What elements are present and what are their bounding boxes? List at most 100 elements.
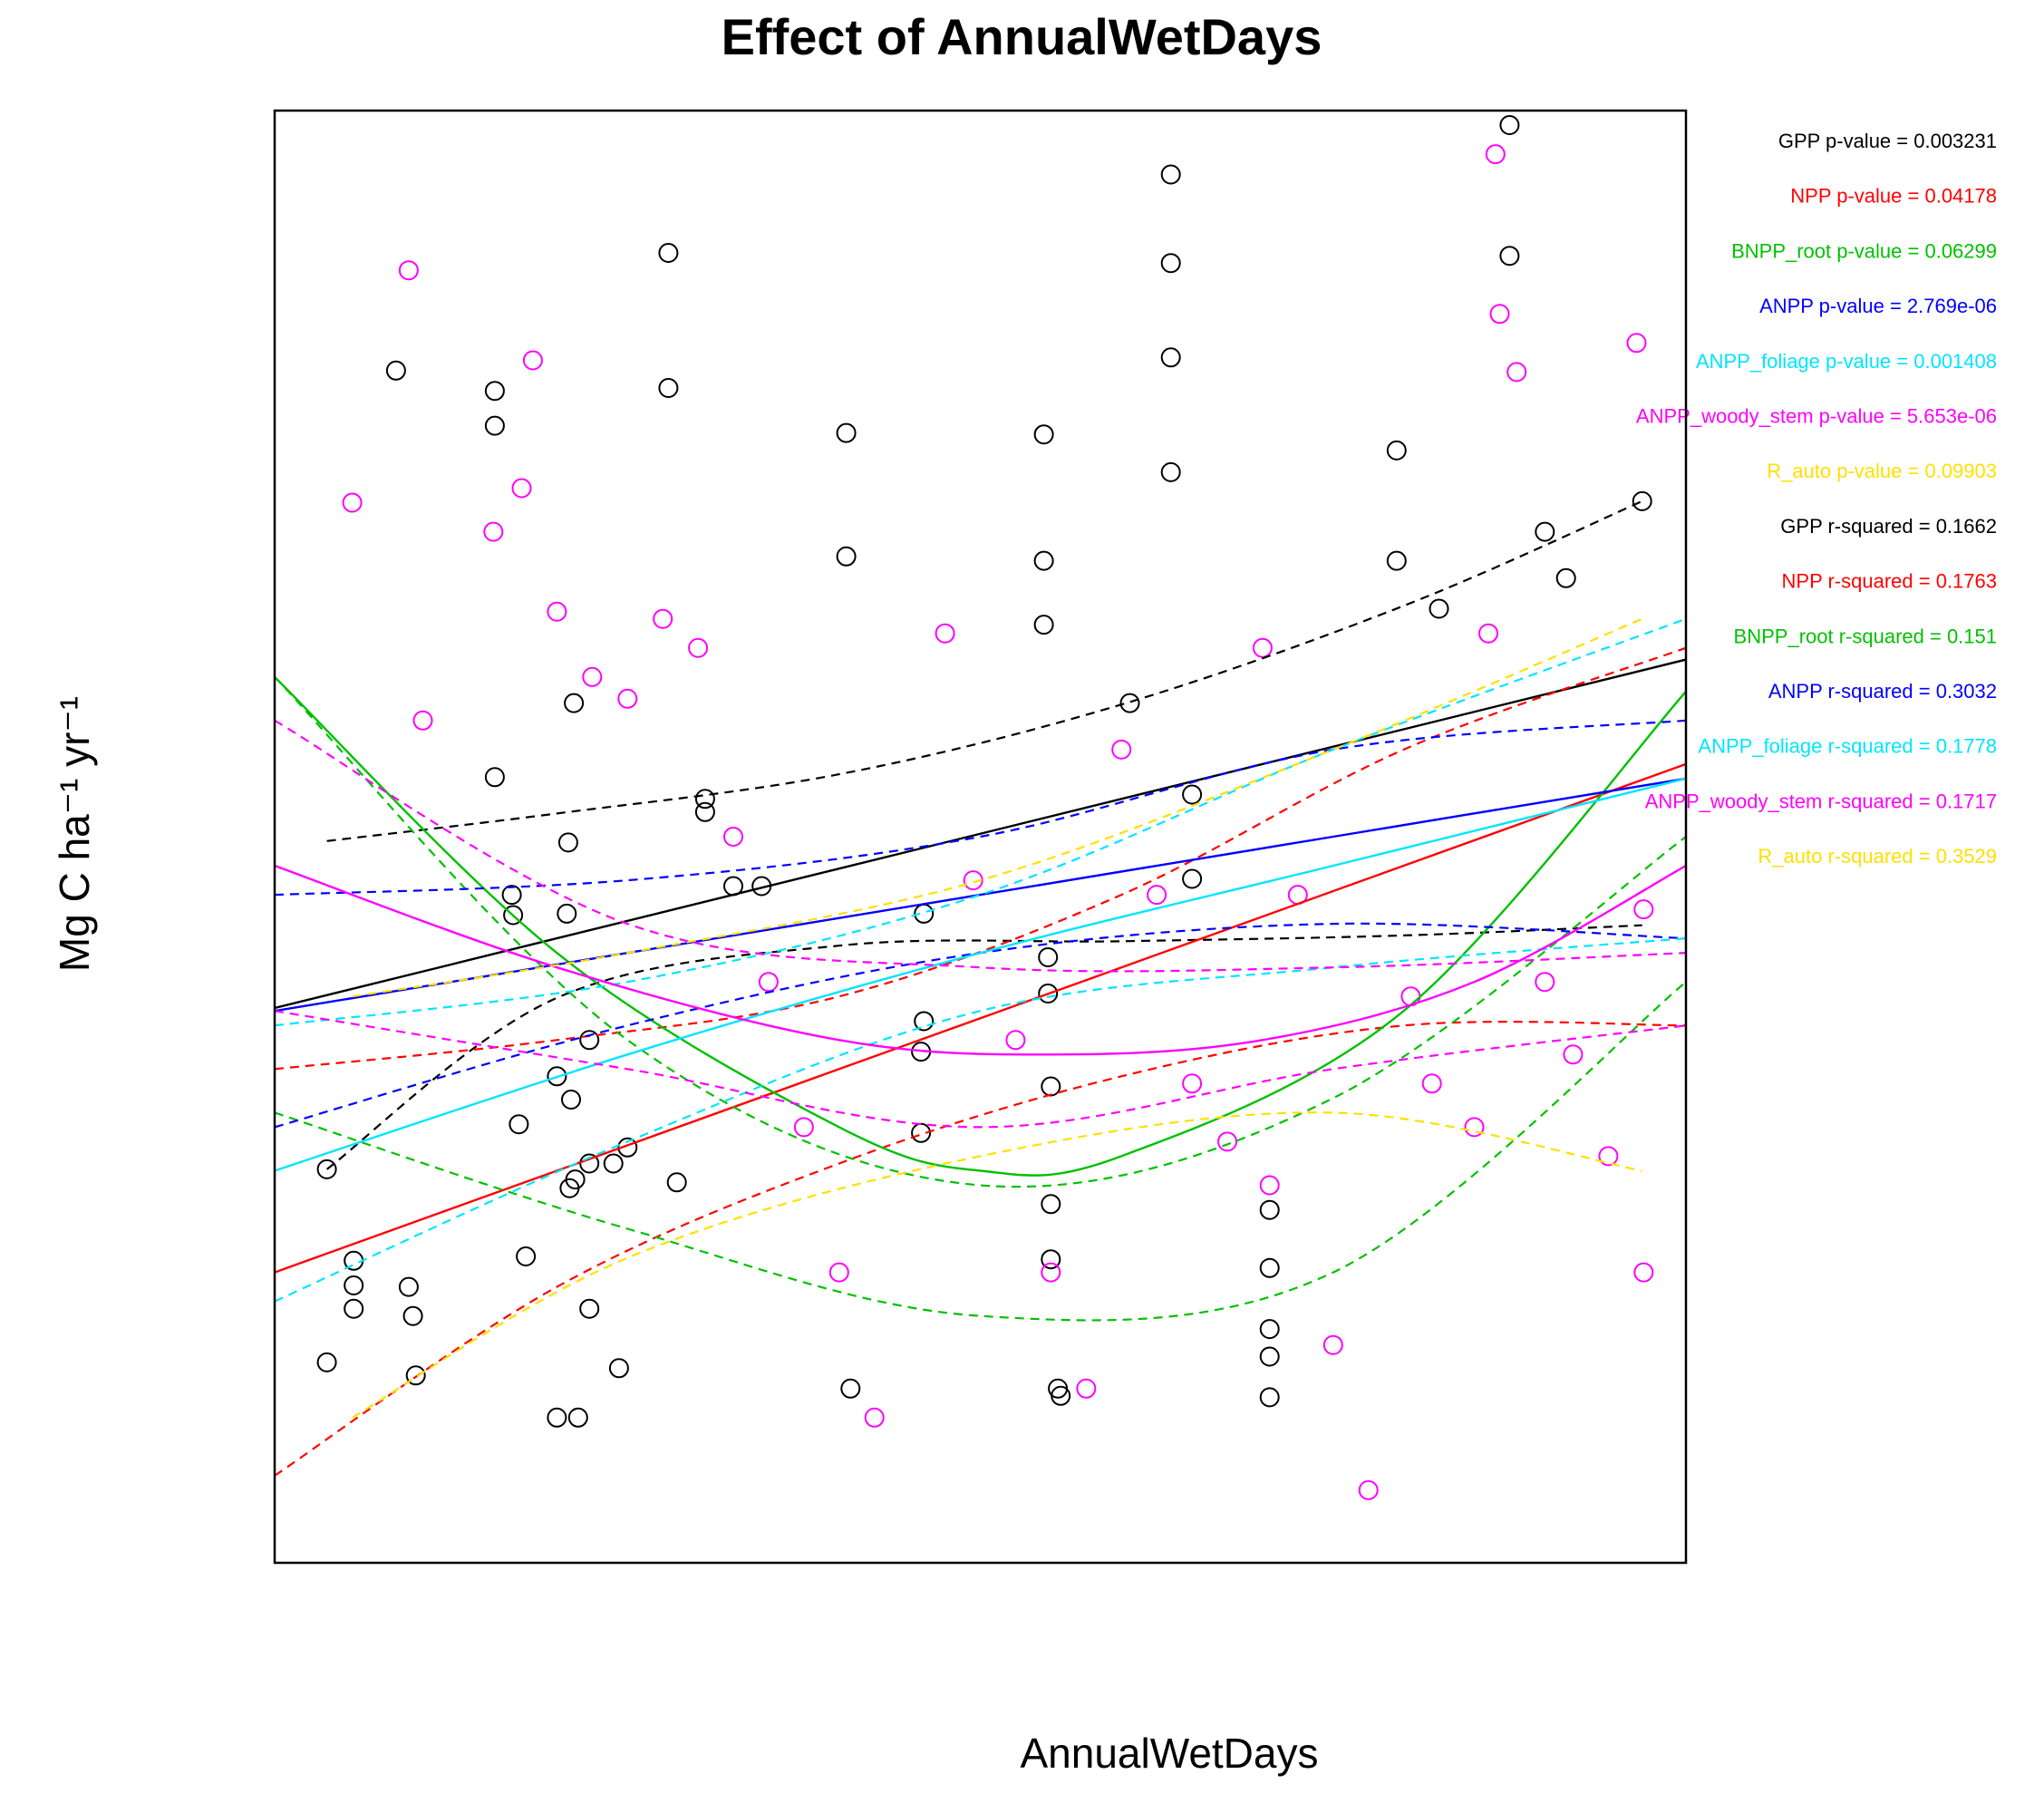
anpp-woody-stem-fit-line [275, 864, 1686, 1056]
stat-label: BNPP_root p-value = 0.06299 [1731, 239, 1997, 262]
gpp-point [1119, 693, 1140, 713]
anpp-woody-stem-point [511, 478, 532, 499]
gpp-point [1386, 440, 1407, 461]
anpp-woody-stem-point [1421, 1073, 1442, 1094]
anpp-woody-stem-point [1633, 899, 1654, 920]
gpp-point [503, 905, 524, 926]
r-auto-ci-lower-line [352, 1111, 1642, 1419]
anpp-woody-stem-point [1076, 1378, 1097, 1399]
anpp-woody-stem-point [1478, 623, 1498, 644]
gpp-point [1160, 253, 1181, 274]
anpp-woody-stem-point [1005, 1030, 1026, 1051]
gpp-point [1160, 461, 1181, 482]
gpp-point [484, 381, 505, 402]
anpp-woody-stem-point [617, 688, 638, 709]
anpp-woody-stem-point [1506, 362, 1527, 383]
stat-label: GPP r-squared = 0.1662 [1780, 515, 1997, 538]
gpp-point [344, 1298, 364, 1319]
gpp-point [836, 422, 857, 443]
bnpp-root-fit-line [275, 675, 1686, 1177]
gpp-point [501, 885, 522, 906]
stat-label: BNPP_root r-squared = 0.151 [1734, 625, 1997, 647]
gpp-point [1160, 347, 1181, 368]
gpp-point [1182, 784, 1203, 805]
gpp-point [547, 1066, 567, 1087]
gpp-point [694, 801, 715, 822]
anpp-foliage-ci-lower-line [275, 937, 1686, 1303]
gpp-point [385, 360, 406, 381]
gpp-point [1259, 1257, 1280, 1278]
anpp-woody-stem-point [1217, 1131, 1237, 1152]
gpp-ci-upper-line [326, 499, 1643, 842]
gpp-point [1386, 550, 1407, 571]
anpp-woody-stem-point [688, 637, 709, 658]
anpp-woody-stem-point [1633, 1262, 1654, 1283]
gpp-point [1555, 567, 1576, 588]
anpp-woody-stem-ci-lower-line [275, 1010, 1686, 1129]
gpp-point [564, 693, 585, 713]
gpp-point [398, 1276, 419, 1297]
anpp-woody-stem-point [1535, 972, 1555, 993]
stat-label: R_auto r-squared = 0.3529 [1758, 845, 1997, 868]
gpp-point [557, 903, 577, 924]
stat-label: ANPP p-value = 2.769e-06 [1759, 295, 1997, 317]
gpp-point [1038, 947, 1059, 967]
r-auto-ci-upper-line [352, 617, 1643, 998]
gpp-point [840, 1378, 861, 1399]
anpp-woody-stem-point [1041, 1262, 1061, 1283]
anpp-woody-stem-point [547, 601, 567, 622]
anpp-woody-stem-point [582, 666, 603, 687]
plot-frame [273, 109, 1688, 1565]
gpp-point [561, 1090, 581, 1110]
gpp-point [1033, 550, 1054, 571]
gpp-point [658, 243, 679, 263]
gpp-point [1033, 424, 1054, 445]
gpp-point [666, 1172, 687, 1193]
gpp-point [1632, 490, 1652, 511]
anpp-woody-stem-point [398, 260, 419, 281]
gpp-ci-lower-line [325, 924, 1642, 1170]
y-axis-label: Mg C ha⁻¹ yr⁻¹ [51, 696, 98, 972]
anpp-woody-stem-point [483, 521, 504, 542]
anpp-woody-stem-point [723, 827, 743, 847]
npp-fit-line [275, 762, 1686, 1274]
anpp-woody-stem-point [1322, 1334, 1343, 1355]
stat-label: ANPP_foliage p-value = 0.001408 [1696, 350, 1997, 373]
gpp-point [1259, 1319, 1280, 1340]
bnpp-root-ci-upper-line [275, 676, 1686, 1188]
gpp-point [484, 767, 505, 788]
anpp-woody-stem-ci-upper-line [275, 719, 1686, 973]
stat-label: ANPP r-squared = 0.3032 [1768, 680, 1997, 703]
gpp-point [402, 1305, 423, 1326]
gpp-point [344, 1275, 364, 1295]
anpp-woody-stem-point [653, 608, 673, 629]
gpp-point [567, 1407, 588, 1428]
gpp-point [914, 1011, 935, 1032]
anpp-woody-stem-point [522, 350, 543, 371]
anpp-woody-stem-point [1358, 1479, 1379, 1500]
gpp-point [579, 1030, 600, 1051]
gpp-point [1259, 1199, 1280, 1220]
gpp-point [405, 1365, 426, 1386]
stats-annotations: GPP p-value = 0.003231 NPP p-value = 0.04… [1636, 130, 1997, 868]
npp-ci-upper-line [275, 646, 1686, 1071]
stat-label: R_auto p-value = 0.09903 [1767, 460, 1997, 482]
gpp-point [1041, 1194, 1061, 1215]
gpp-point [1499, 115, 1520, 135]
anpp-woody-stem-point [963, 870, 983, 891]
gpp-point [316, 1159, 337, 1179]
gpp-point [1051, 1385, 1071, 1406]
npp-ci-lower-line [275, 1021, 1686, 1477]
anpp-woody-stem-point [1252, 637, 1273, 658]
gpp-point [658, 378, 679, 398]
anpp-foliage-ci-upper-line [275, 617, 1686, 1027]
anpp-foliage-fit-line [275, 777, 1686, 1172]
gpp-point [557, 832, 578, 853]
stat-label: NPP p-value = 0.04178 [1790, 185, 1997, 208]
anpp-woody-stem-point [1563, 1044, 1584, 1065]
anpp-woody-stem-point [793, 1117, 814, 1138]
gpp-point [608, 1358, 629, 1379]
gpp-point [694, 789, 715, 810]
gpp-point [509, 1114, 529, 1135]
anpp-woody-stem-point [1259, 1175, 1280, 1196]
